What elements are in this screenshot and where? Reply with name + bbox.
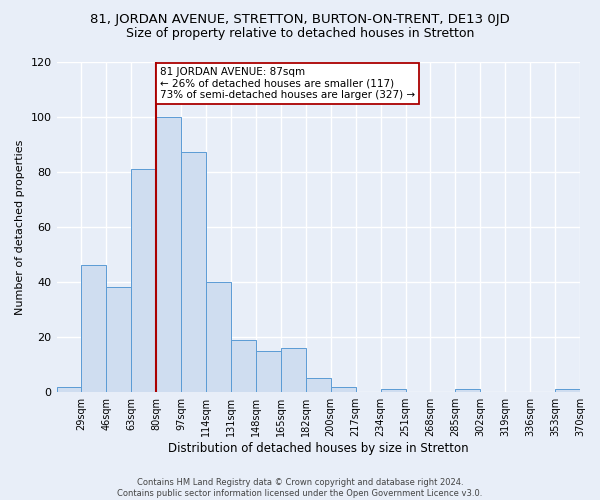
Bar	[156, 116, 181, 392]
Bar	[181, 152, 206, 392]
Bar	[206, 282, 231, 392]
Bar	[306, 378, 331, 392]
Bar	[380, 390, 406, 392]
Text: Size of property relative to detached houses in Stretton: Size of property relative to detached ho…	[126, 28, 474, 40]
Bar	[455, 390, 480, 392]
Text: 81, JORDAN AVENUE, STRETTON, BURTON-ON-TRENT, DE13 0JD: 81, JORDAN AVENUE, STRETTON, BURTON-ON-T…	[90, 12, 510, 26]
Y-axis label: Number of detached properties: Number of detached properties	[15, 139, 25, 314]
Text: Contains HM Land Registry data © Crown copyright and database right 2024.
Contai: Contains HM Land Registry data © Crown c…	[118, 478, 482, 498]
Bar	[555, 390, 580, 392]
Bar	[256, 351, 281, 392]
Bar	[231, 340, 256, 392]
X-axis label: Distribution of detached houses by size in Stretton: Distribution of detached houses by size …	[168, 442, 469, 455]
Bar	[56, 386, 82, 392]
Bar	[131, 169, 156, 392]
Bar	[281, 348, 306, 392]
Text: 81 JORDAN AVENUE: 87sqm
← 26% of detached houses are smaller (117)
73% of semi-d: 81 JORDAN AVENUE: 87sqm ← 26% of detache…	[160, 67, 415, 100]
Bar	[331, 386, 356, 392]
Bar	[82, 266, 106, 392]
Bar	[106, 288, 131, 392]
